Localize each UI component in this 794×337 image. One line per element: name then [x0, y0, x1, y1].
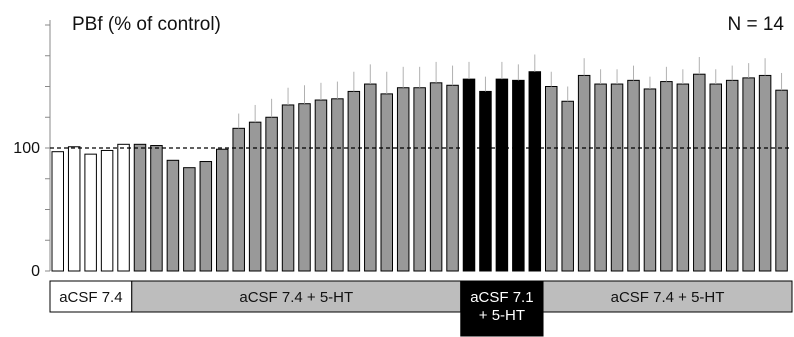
bar-serotonin: [347, 90, 361, 272]
bar-serotonin: [380, 93, 393, 272]
bar-acid: [479, 90, 492, 272]
axis-layer: 0 100: [13, 20, 51, 280]
bar-serotonin: [446, 84, 459, 272]
bar-serotonin: [150, 145, 163, 272]
condition-label: aCSF 7.1: [470, 289, 533, 306]
bar-serotonin: [133, 143, 147, 272]
bar-serotonin: [545, 86, 558, 272]
bar-acid: [528, 71, 542, 272]
bar-serotonin: [610, 83, 624, 272]
bar-serotonin: [742, 77, 755, 272]
bar-serotonin: [265, 116, 278, 272]
bar-control: [117, 143, 130, 272]
condition-label: aCSF 7.4 + 5-HT: [239, 289, 353, 306]
bar-serotonin: [314, 99, 328, 272]
bar-serotonin: [643, 88, 657, 272]
y-tick-label: 100: [13, 140, 40, 157]
bar-serotonin: [331, 98, 344, 272]
bar-serotonin: [561, 100, 574, 272]
bar-serotonin: [216, 148, 229, 272]
bar-control: [51, 151, 64, 272]
y-axis-label: PBf (% of control): [72, 14, 221, 35]
bar-serotonin: [364, 83, 377, 272]
bar-acid: [495, 78, 509, 272]
bar-serotonin: [775, 89, 788, 272]
bar-serotonin: [693, 73, 706, 272]
bar-control: [100, 149, 114, 272]
y-tick-label: 0: [31, 263, 40, 280]
bar-acid: [462, 78, 476, 272]
bar-serotonin: [725, 79, 739, 272]
bar-serotonin: [594, 83, 607, 272]
bar-serotonin: [183, 167, 196, 272]
condition-segment-2: [460, 280, 544, 337]
bar-serotonin: [709, 83, 722, 272]
bar-control: [84, 153, 97, 272]
bars-layer: [51, 54, 788, 272]
bar-serotonin: [676, 83, 690, 272]
bar-serotonin: [396, 87, 410, 272]
bar-serotonin: [660, 81, 673, 272]
bar-serotonin: [166, 159, 180, 272]
bar-serotonin: [577, 74, 591, 272]
condition-segment-0: [49, 280, 133, 313]
condition-label: + 5-HT: [479, 307, 525, 324]
condition-label: aCSF 7.4 + 5-HT: [611, 289, 725, 306]
bar-serotonin: [199, 161, 213, 272]
bar-serotonin: [281, 104, 295, 272]
bar-serotonin: [413, 87, 426, 272]
bar-serotonin: [758, 74, 772, 272]
bar-control: [67, 146, 81, 272]
sample-size-label: N = 14: [727, 14, 784, 35]
condition-bar-layer: aCSF 7.4 aCSF 7.4 + 5-HT aCSF 7.1+ 5-HT aCS…: [49, 280, 793, 337]
bar-serotonin: [232, 127, 245, 272]
bar-serotonin: [248, 121, 262, 272]
bar-serotonin: [298, 103, 311, 272]
bar-serotonin: [627, 79, 640, 272]
bar-serotonin: [429, 82, 443, 272]
condition-segment-1: [131, 280, 462, 313]
bar-acid: [512, 79, 525, 272]
condition-label: aCSF 7.4: [59, 289, 122, 306]
condition-segment-3: [542, 280, 793, 313]
